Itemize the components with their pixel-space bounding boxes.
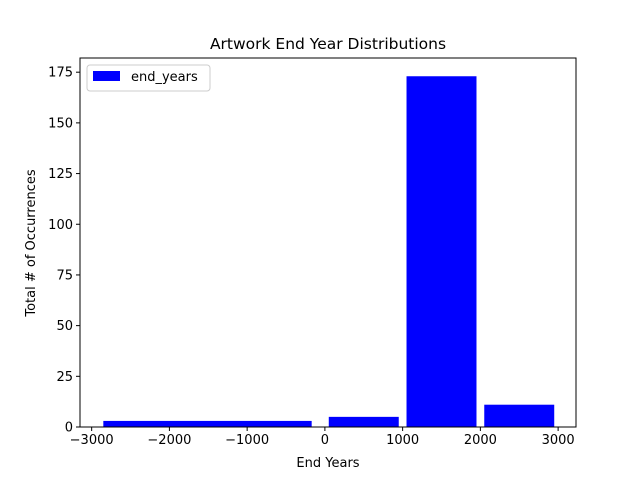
chart-title: Artwork End Year Distributions xyxy=(210,35,446,53)
x-tick-label: 3000 xyxy=(542,433,575,448)
bar-2 xyxy=(406,76,477,427)
x-axis-title: End Years xyxy=(296,456,359,471)
y-axis-title: Total # of Occurrences xyxy=(24,169,39,318)
y-tick-label: 125 xyxy=(48,167,73,182)
x-tick-label: 0 xyxy=(321,433,329,448)
x-tick-label: −1000 xyxy=(225,433,269,448)
y-tick-label: 150 xyxy=(48,116,73,131)
bar-3 xyxy=(484,404,555,427)
legend-label: end_years xyxy=(131,70,198,85)
y-tick-label: 75 xyxy=(56,268,73,283)
y-tick-label: 50 xyxy=(56,319,73,334)
x-tick-label: 1000 xyxy=(386,433,419,448)
y-tick-label: 0 xyxy=(65,421,73,436)
x-tick-label: −3000 xyxy=(70,433,114,448)
x-axis-ticks: −3000 −2000 −1000 0 1000 2000 3000 xyxy=(70,427,575,448)
y-tick-label: 175 xyxy=(48,66,73,81)
y-tick-label: 100 xyxy=(48,218,73,233)
y-tick-label: 25 xyxy=(56,370,73,385)
bar-1 xyxy=(328,416,399,427)
x-tick-label: 2000 xyxy=(464,433,497,448)
x-tick-label: −2000 xyxy=(147,433,191,448)
y-axis-ticks: 0 25 50 75 100 125 150 175 xyxy=(48,66,80,436)
legend-swatch xyxy=(93,71,120,81)
bars-group xyxy=(103,76,555,427)
plot-frame xyxy=(79,57,577,428)
bar-0 xyxy=(103,420,312,427)
legend: end_years xyxy=(86,64,211,92)
